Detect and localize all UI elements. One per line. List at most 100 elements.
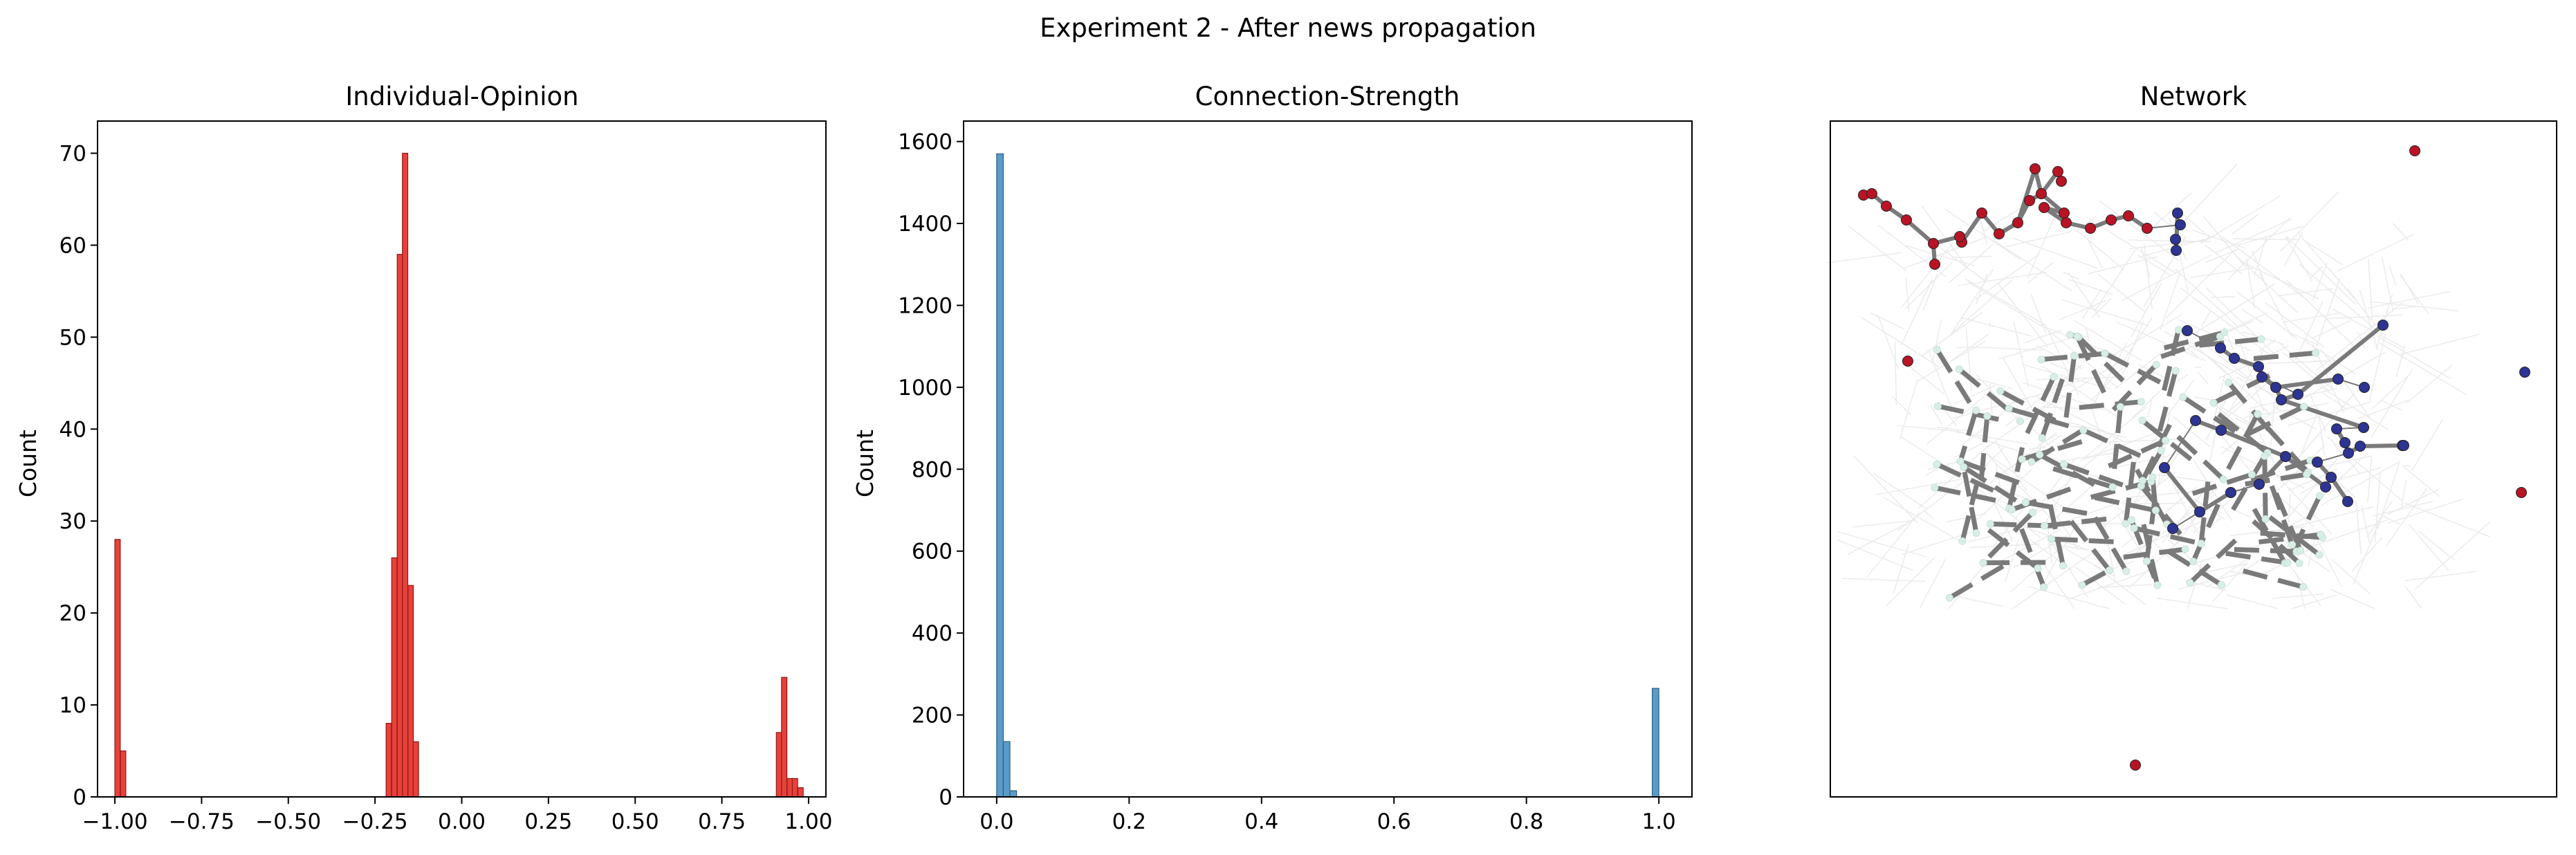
network-node [2101,349,2109,358]
connection-histogram-y-tick-label: 0 [939,785,953,810]
network-faint-edge [1950,333,1989,362]
opinion-histogram-y-tick-label: 50 [59,325,86,350]
network-faint-edge [2115,342,2174,389]
network-node [2215,342,2226,353]
network-node [2167,523,2178,534]
network-faint-edge [2062,218,2124,270]
network-faint-edge [1965,278,2047,327]
network-faint-edge [2381,400,2402,411]
network-faint-edge [2140,246,2151,277]
network-faint-edge [2099,471,2176,530]
network-edge [2039,378,2065,439]
network-title: Network [2140,82,2247,111]
network-faint-edge [2012,549,2097,609]
network-edge [2141,524,2160,586]
network-node [1933,346,1941,354]
network-faint-edge [2030,293,2047,333]
network-edge [2297,323,2384,396]
network-edge [2164,420,2196,468]
network-faint-edge [1897,425,1958,432]
network-edge [2019,528,2047,588]
network-faint-edge [2226,594,2279,609]
network-faint-edge [2285,235,2357,306]
network-faint-edge [2243,557,2264,572]
network-edge [2359,443,2403,448]
network-faint-edge [2137,254,2171,276]
network-edge [1962,465,2018,503]
network-node [2030,163,2041,174]
network-faint-edge [1870,312,1905,330]
opinion-histogram-y-tick-label: 20 [59,601,86,626]
network-edge [1905,218,1935,246]
network-node [2358,422,2369,433]
network-faint-edge [2371,368,2413,438]
network-faint-edge [1882,497,1959,541]
opinion-histogram: Individual-Opinion Count −1.00 −0.75 −0.50… [15,82,832,834]
network-faint-edge [2284,232,2303,266]
network-faint-edge [2315,302,2403,371]
network-faint-edge [1866,512,1920,578]
network-faint-edge [2205,287,2278,357]
network-node [2130,524,2138,532]
network-faint-edge [1837,539,1914,571]
network-node [2300,403,2308,411]
network-faint-edge [2039,525,2076,590]
network-node [2122,567,2131,576]
opinion-histogram-bar [407,585,414,798]
opinion-histogram-bar [120,750,127,798]
network-node [1902,356,1913,367]
network-edge [2198,481,2211,544]
network-faint-edge [1998,338,2070,360]
network-faint-edge [2158,438,2167,484]
network-faint-edge [2411,419,2443,471]
network-edge [2051,536,2114,544]
network-faint-edge [1960,317,2032,337]
network-edge [2275,377,2339,389]
network-faint-edge [2193,497,2225,520]
network-edge [2107,438,2166,468]
figure-suptitle: Experiment 2 - After news propagation [1040,13,1536,43]
network-edge [2162,329,2181,392]
network-node [2171,245,2182,256]
network-faint-edge [1915,340,1987,383]
network-node [2152,360,2160,369]
network-faint-edge [1924,511,1935,520]
connection-histogram: Connection-Strength Count 0.0 0.2 0.4 0.6 0.… [852,82,1693,834]
network-node [1901,214,1912,226]
network-faint-edge [2359,290,2379,351]
opinion-histogram-bar [396,254,403,798]
network-faint-edge [1930,405,1943,425]
network-faint-edge [2280,191,2339,252]
network-edge [2011,486,2072,513]
network-faint-edge [2204,243,2243,275]
network-node [2021,498,2030,506]
network-faint-edge [2197,371,2209,385]
network-node [2127,516,2135,524]
opinion-histogram-bar [385,723,392,798]
network-edge [1958,367,2009,411]
network-edge [2234,546,2297,554]
network-node [1955,365,1963,374]
network-faint-edge [2024,329,2061,344]
network-faint-edge [2049,436,2119,499]
opinion-histogram-frame [97,120,827,798]
network-faint-edge [2012,237,2098,269]
network-node [1996,387,2005,395]
network-faint-edge [2059,300,2107,321]
network-faint-edge [1998,283,2048,347]
network-faint-edge [2367,291,2450,309]
network-node [2142,557,2151,565]
opinion-histogram-bar [402,152,409,798]
network-faint-edge [2218,346,2288,379]
connection-histogram-x-tick-label: 0.2 [1112,809,1146,834]
network-node [1956,457,1965,466]
network-faint-edge [2401,480,2407,506]
network-node [2005,405,2013,413]
network-faint-edge [1920,311,1983,357]
network-edge [2008,406,2070,429]
network-node [1931,484,1939,492]
network-edge [1934,485,1996,503]
network-node [2012,217,2023,228]
network-edge [2226,413,2260,470]
network-faint-edge [2027,261,2054,284]
